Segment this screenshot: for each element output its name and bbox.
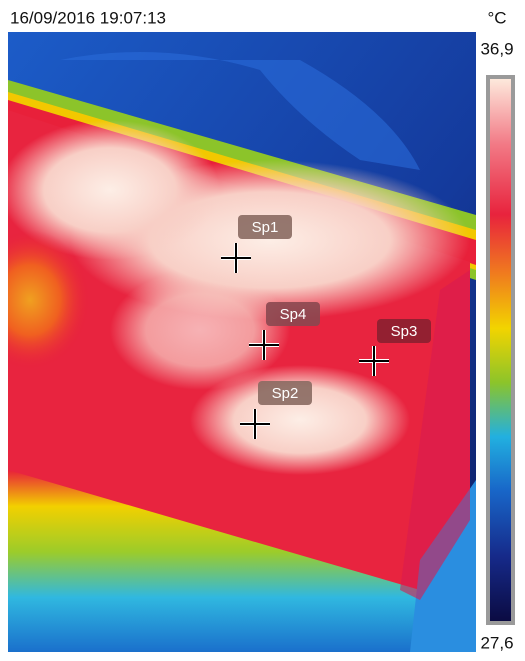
timestamp: 16/09/2016 19:07:13 <box>10 8 166 27</box>
scale-min: 27,6 <box>480 633 513 652</box>
thermal-image <box>8 32 476 652</box>
spot-markers: Sp1 Sp4 Sp3 Sp2 <box>221 215 431 439</box>
spot-label-bg <box>377 319 431 343</box>
spot-label: Sp4 <box>280 306 307 323</box>
spot-label-bg <box>266 302 320 326</box>
scale-max: 36,9 <box>480 39 513 58</box>
spot-label-bg <box>238 215 292 239</box>
spot-label: Sp3 <box>391 323 418 340</box>
color-bar <box>490 79 511 621</box>
spot-label-bg <box>258 381 312 405</box>
spot-label: Sp2 <box>272 385 299 402</box>
spot-label: Sp1 <box>252 219 279 236</box>
unit: °C <box>487 8 506 27</box>
